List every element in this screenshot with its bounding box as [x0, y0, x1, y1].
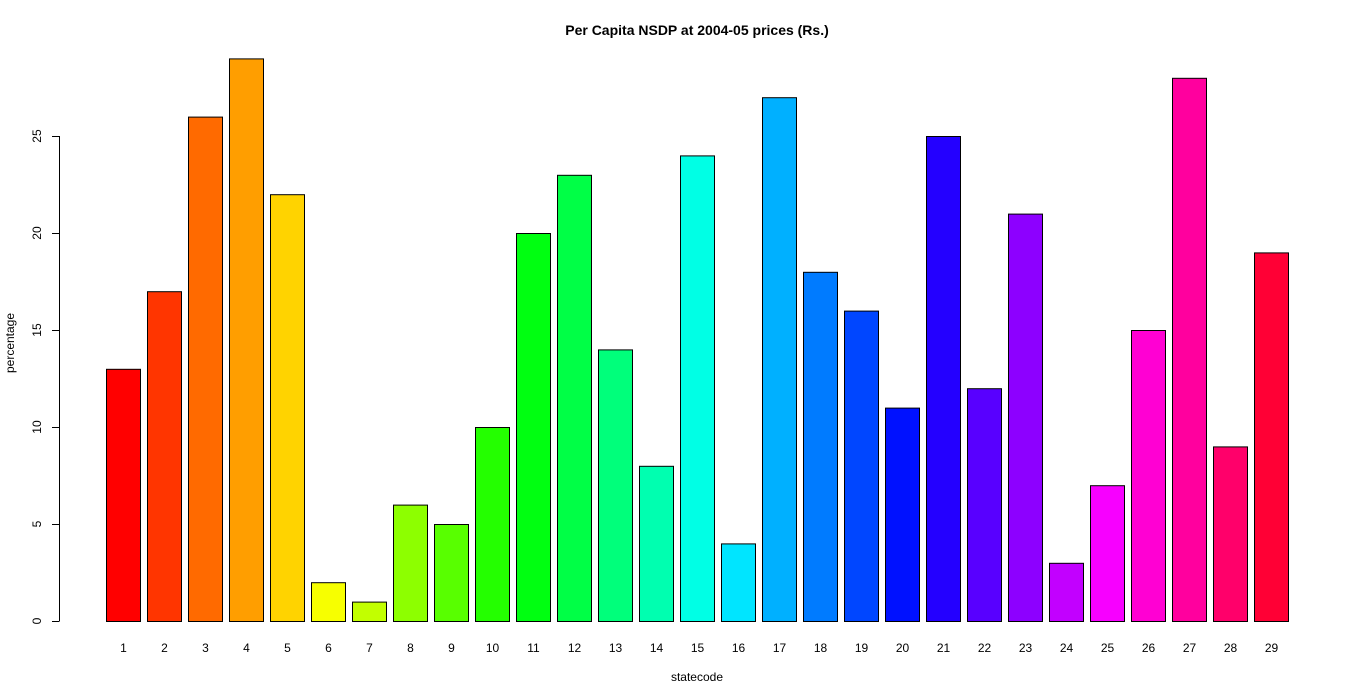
bar-16 [721, 543, 756, 623]
x-tick-label: 9 [448, 641, 455, 655]
y-axis-label: percentage [3, 313, 17, 373]
x-tick-label: 5 [284, 641, 291, 655]
bar-8 [393, 504, 428, 623]
bar-29 [1254, 252, 1289, 622]
bar-21 [926, 136, 961, 622]
bar-9 [434, 524, 469, 622]
bar-11 [516, 233, 551, 622]
bar-28 [1213, 446, 1248, 622]
bar-17 [762, 97, 797, 622]
bars-group [106, 58, 1289, 623]
y-tick-label: 0 [30, 617, 44, 624]
x-tick-label: 4 [243, 641, 250, 655]
x-tick-label: 7 [366, 641, 373, 655]
x-tick-label: 13 [609, 641, 623, 655]
bar-2 [147, 291, 182, 622]
x-tick-label: 21 [937, 641, 951, 655]
x-tick-label: 23 [1019, 641, 1033, 655]
chart-title: Per Capita NSDP at 2004-05 prices (Rs.) [565, 22, 829, 38]
x-tick-label: 15 [691, 641, 705, 655]
x-tick-label: 2 [161, 641, 168, 655]
x-tick-label: 20 [896, 641, 910, 655]
bar-18 [803, 271, 838, 622]
x-tick-label: 27 [1183, 641, 1197, 655]
x-tick-label: 6 [325, 641, 332, 655]
bar-13 [598, 349, 633, 622]
bar-14 [639, 465, 674, 622]
x-tick-label: 11 [527, 641, 540, 655]
bar-5 [270, 194, 305, 622]
y-tick-label: 5 [30, 520, 44, 527]
x-tick-label: 12 [568, 641, 582, 655]
x-tick-label: 3 [202, 641, 209, 655]
x-tick-label: 28 [1224, 641, 1238, 655]
bar-3 [188, 116, 223, 622]
x-tick-label: 25 [1101, 641, 1115, 655]
y-tick-label: 15 [30, 323, 44, 337]
bar-1 [106, 368, 141, 622]
bar-23 [1008, 213, 1043, 622]
x-axis: 1 2 3 4 5 6 7 8 9 10 11 12 13 14 15 16 17 18 19 20 21 22 23 24 2… [120, 641, 1278, 655]
x-tick-label: 24 [1060, 641, 1074, 655]
x-tick-label: 29 [1265, 641, 1279, 655]
bar-24 [1049, 562, 1084, 622]
bar-20 [885, 407, 920, 622]
bar-19 [844, 310, 879, 622]
bar-27 [1172, 77, 1207, 623]
x-tick-label: 18 [814, 641, 828, 655]
bar-4 [229, 58, 264, 622]
bar-10 [475, 427, 510, 622]
bar-26 [1131, 330, 1166, 622]
bar-25 [1090, 485, 1125, 623]
x-tick-label: 19 [855, 641, 869, 655]
x-tick-label: 10 [486, 641, 500, 655]
bar-15 [680, 155, 715, 622]
x-axis-label: statecode [671, 670, 723, 684]
y-tick-label: 10 [30, 420, 44, 434]
bar-6 [311, 582, 346, 623]
x-tick-label: 16 [732, 641, 746, 655]
y-tick-label: 20 [30, 226, 44, 240]
y-axis: 0 5 10 15 20 25 [30, 129, 60, 624]
bar-12 [557, 174, 592, 623]
x-tick-label: 22 [978, 641, 992, 655]
bar-22 [967, 388, 1002, 623]
x-tick-label: 14 [650, 641, 664, 655]
x-tick-label: 1 [120, 641, 127, 655]
y-tick-label: 25 [30, 129, 44, 143]
x-tick-label: 17 [773, 641, 787, 655]
bar-7 [352, 601, 387, 622]
x-tick-label: 8 [407, 641, 414, 655]
x-tick-label: 26 [1142, 641, 1156, 655]
